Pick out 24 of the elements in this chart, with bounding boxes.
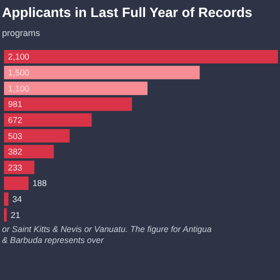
data-label: 2,100	[8, 52, 30, 62]
bar	[4, 82, 148, 96]
bar	[4, 66, 200, 80]
bar	[4, 144, 54, 158]
chart-title: Applicants in Last Full Year of Records	[2, 5, 252, 20]
data-label: 981	[8, 99, 22, 110]
bar	[4, 97, 132, 111]
data-label: 233	[8, 162, 22, 172]
data-label: 382	[8, 146, 22, 157]
data-label: 1,500	[8, 68, 30, 78]
data-label: 188	[32, 178, 47, 188]
bar	[4, 208, 7, 222]
text: or Saint Kitts & Nevis or Vanuatu. The figure for Antigua & Barbuda represents over	[2, 224, 212, 245]
data-label: 21	[10, 210, 20, 220]
bar	[4, 50, 278, 64]
bar	[4, 113, 92, 127]
data-label: 503	[8, 130, 22, 141]
data-label: 34	[12, 194, 22, 204]
bar	[4, 192, 8, 206]
data-label: 1,100	[8, 83, 30, 94]
bar	[4, 176, 29, 190]
bar	[4, 129, 70, 143]
chart-subtitle: programs	[2, 28, 41, 38]
data-label: 672	[8, 114, 22, 125]
